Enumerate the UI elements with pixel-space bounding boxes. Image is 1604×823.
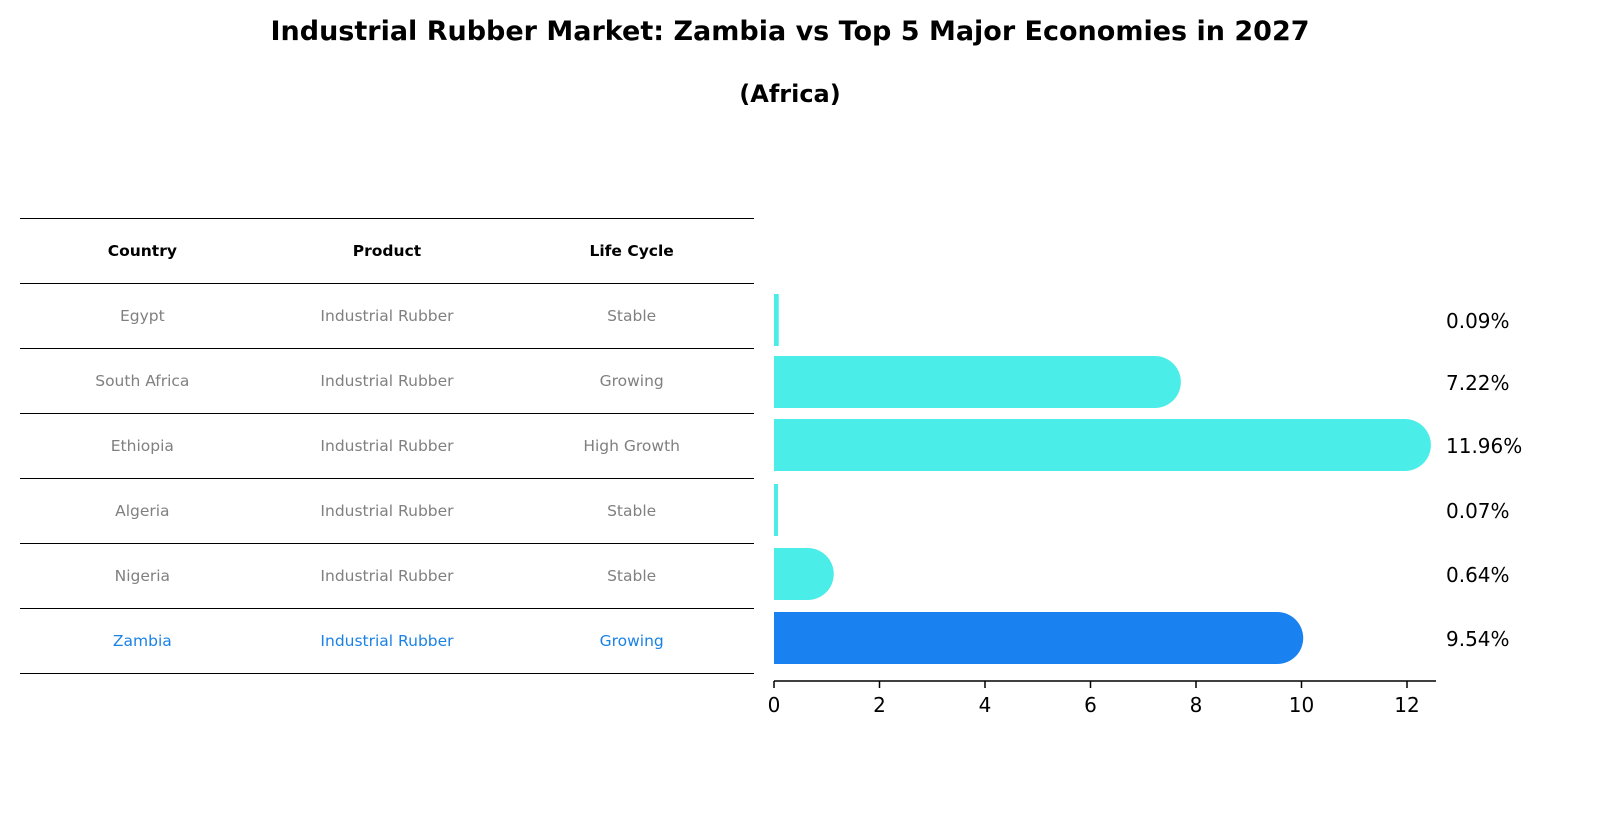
chart-subtitle: (Africa): [739, 80, 841, 108]
table-row: Nigeria Industrial Rubber Stable: [20, 543, 754, 609]
data-label: 0.07%: [1446, 499, 1510, 523]
chart-title: Industrial Rubber Market: Zambia vs Top …: [270, 16, 1310, 47]
bar-algeria: [774, 484, 778, 536]
data-table: Country Product Life Cycle Egypt Industri…: [20, 218, 754, 674]
x-tick-label: 4: [979, 693, 992, 717]
cell-life-cycle: Stable: [509, 283, 754, 349]
table-row: Algeria Industrial Rubber Stable: [20, 478, 754, 544]
cell-country: Egypt: [20, 283, 265, 349]
cell-life-cycle: Growing: [509, 608, 754, 674]
cell-life-cycle: High Growth: [509, 413, 754, 479]
bar-zambia: [774, 612, 1304, 664]
x-tick-label: 10: [1289, 693, 1314, 717]
data-label: 9.54%: [1446, 627, 1510, 651]
x-tick-label: 0: [768, 693, 781, 717]
data-label: 7.22%: [1446, 371, 1510, 395]
cell-product: Industrial Rubber: [264, 348, 510, 414]
bar-egypt: [774, 294, 779, 346]
header-product: Product: [264, 218, 510, 284]
cell-life-cycle: Stable: [509, 478, 754, 544]
cell-country: Zambia: [20, 608, 265, 674]
cell-country: South Africa: [20, 348, 265, 414]
cell-product: Industrial Rubber: [264, 478, 510, 544]
cell-product: Industrial Rubber: [264, 608, 510, 674]
bar-nigeria: [774, 548, 834, 600]
table-row: Ethiopia Industrial Rubber High Growth: [20, 413, 754, 479]
cell-product: Industrial Rubber: [264, 283, 510, 349]
cell-life-cycle: Stable: [509, 543, 754, 609]
header-life-cycle: Life Cycle: [509, 218, 754, 284]
header-country: Country: [20, 218, 265, 284]
table-row: Egypt Industrial Rubber Stable: [20, 283, 754, 349]
cell-country: Ethiopia: [20, 413, 265, 479]
bar-south-africa: [774, 356, 1181, 408]
x-tick-label: 12: [1394, 693, 1419, 717]
x-tick-label: 2: [873, 693, 886, 717]
data-label: 0.09%: [1446, 309, 1510, 333]
table-row: Zambia Industrial Rubber Growing: [20, 608, 754, 674]
table-row: South Africa Industrial Rubber Growing: [20, 348, 754, 414]
data-label: 11.96%: [1446, 434, 1522, 458]
x-tick-label: 6: [1084, 693, 1097, 717]
cell-life-cycle: Growing: [509, 348, 754, 414]
data-label: 0.64%: [1446, 563, 1510, 587]
cell-country: Algeria: [20, 478, 265, 544]
x-tick-label: 8: [1190, 693, 1203, 717]
cell-country: Nigeria: [20, 543, 265, 609]
bar-ethiopia: [774, 419, 1431, 471]
